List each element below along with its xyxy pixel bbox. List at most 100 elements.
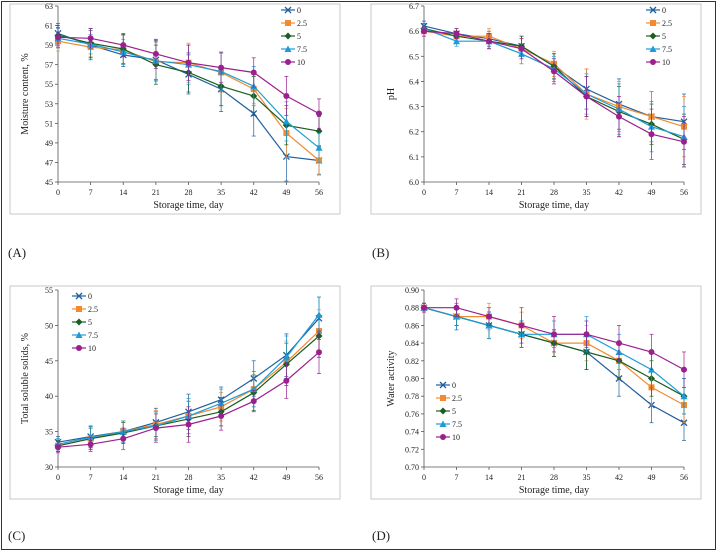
- y-tick-label: 40: [45, 392, 53, 401]
- x-tick-label: 7: [89, 473, 93, 482]
- data-point-circle-marker: [120, 435, 127, 442]
- y-tick-label: 30: [45, 463, 53, 472]
- y-tick-label: 0.86: [405, 321, 419, 330]
- panel-label: (A): [8, 245, 26, 260]
- legend-label: 7.5: [452, 420, 462, 429]
- data-point-circle-marker: [250, 69, 257, 76]
- x-tick-label: 56: [680, 188, 688, 197]
- data-point-triangle-marker: [282, 353, 290, 361]
- legend-label: 0: [452, 381, 456, 390]
- legend-label: 10: [662, 58, 670, 67]
- x-tick-label: 49: [282, 473, 290, 482]
- data-point-circle-marker: [283, 92, 290, 99]
- legend-x-marker: [284, 6, 292, 14]
- legend-circle-marker: [650, 59, 656, 65]
- y-tick-label: 6.1: [409, 153, 419, 162]
- y-tick-label: 0.74: [405, 428, 419, 437]
- series-7-5: [420, 23, 688, 168]
- y-tick-label: 57: [45, 61, 53, 70]
- legend-label: 2.5: [88, 305, 98, 314]
- legend-diamond-marker: [75, 318, 83, 326]
- y-tick-label: 0.72: [405, 445, 419, 454]
- data-point-triangle-marker: [282, 117, 290, 125]
- panel-border: [370, 3, 702, 215]
- data-point-circle-marker: [152, 425, 159, 432]
- data-point-triangle-marker: [315, 311, 323, 318]
- y-tick-label: 0.76: [405, 410, 419, 419]
- y-tick-label: 63: [45, 2, 53, 11]
- legend: 0 2.5 5 7.5 10: [436, 381, 462, 442]
- x-tick-label: 42: [250, 473, 258, 482]
- data-point-circle-marker: [453, 30, 460, 37]
- legend-label: 2.5: [452, 394, 462, 403]
- y-tick-label: 6.2: [409, 128, 419, 137]
- legend-label: 7.5: [662, 45, 672, 54]
- x-tick-label: 56: [680, 473, 688, 482]
- legend-label: 10: [297, 58, 305, 67]
- chart-panel-b: 6.0 6.1 6.2 6.3 6.4 6.5 6.6 6.7 0 7 14 21 28 35 42 49 56…: [370, 2, 702, 260]
- y-tick-label: 35: [45, 428, 53, 437]
- data-point-circle-marker: [421, 28, 427, 35]
- series-5: [420, 23, 688, 165]
- x-axis-label: Storage time, day: [153, 200, 223, 211]
- data-point-circle-marker: [648, 131, 655, 138]
- legend-circle-marker: [76, 345, 82, 351]
- chart-panel-a: 45 47 49 51 53 55 57 59 61 63 0 7 14 21 28 35 42 49 56 Stor…: [8, 2, 341, 260]
- y-tick-label: 47: [45, 158, 53, 167]
- x-tick-label: 42: [250, 188, 258, 197]
- x-tick-label: 42: [615, 188, 623, 197]
- x-tick-label: 21: [152, 188, 160, 197]
- legend-circle-marker: [440, 434, 446, 440]
- y-tick-label: 59: [45, 41, 53, 50]
- legend-x-marker: [75, 292, 83, 300]
- x-tick-label: 0: [422, 473, 426, 482]
- data-point-circle-marker: [218, 64, 225, 71]
- data-point-circle-marker: [316, 349, 322, 356]
- data-point-circle-marker: [681, 366, 687, 373]
- y-tick-label: 51: [45, 119, 53, 128]
- y-tick-label: 0.90: [405, 286, 419, 295]
- panel-border: [9, 285, 341, 500]
- x-tick-label: 28: [550, 188, 558, 197]
- data-point-circle-marker: [486, 38, 492, 45]
- data-point-circle-marker: [681, 138, 687, 145]
- legend-diamond-marker: [284, 32, 292, 40]
- data-point-triangle-marker: [453, 37, 460, 45]
- x-tick-label: 7: [89, 188, 93, 197]
- data-point-circle-marker: [87, 35, 94, 42]
- legend-label: 5: [452, 407, 456, 416]
- x-tick-label: 35: [583, 188, 591, 197]
- data-point-circle-marker: [453, 304, 460, 311]
- y-tick-label: 55: [45, 286, 53, 295]
- legend-x-marker: [649, 6, 657, 14]
- data-point-circle-marker: [55, 34, 61, 41]
- series-10: [55, 27, 322, 129]
- legend-label: 7.5: [297, 45, 307, 54]
- y-tick-label: 53: [45, 100, 53, 109]
- y-tick-label: 6.4: [409, 77, 419, 86]
- x-axis-label: Storage time, day: [519, 200, 589, 211]
- x-tick-label: 21: [518, 473, 526, 482]
- x-tick-label: 0: [56, 188, 60, 197]
- y-tick-label: 0.88: [405, 304, 419, 313]
- legend-square-marker: [76, 306, 82, 312]
- data-point-circle-marker: [120, 42, 127, 49]
- data-point-circle-marker: [250, 398, 257, 405]
- legend-label: 0: [297, 6, 301, 15]
- legend-label: 10: [88, 344, 96, 353]
- y-tick-label: 6.3: [409, 103, 419, 112]
- legend-label: 5: [297, 32, 301, 41]
- x-tick-label: 21: [152, 473, 160, 482]
- legend-triangle-marker: [439, 420, 447, 427]
- y-tick-label: 0.78: [405, 392, 419, 401]
- data-point-circle-marker: [583, 93, 590, 100]
- y-tick-label: 0.82: [405, 357, 419, 366]
- x-tick-label: 0: [56, 473, 60, 482]
- x-tick-label: 14: [119, 473, 127, 482]
- series-10: [421, 25, 687, 168]
- legend-label: 0: [88, 292, 92, 301]
- legend-x-marker: [439, 381, 447, 389]
- x-tick-label: 7: [455, 473, 459, 482]
